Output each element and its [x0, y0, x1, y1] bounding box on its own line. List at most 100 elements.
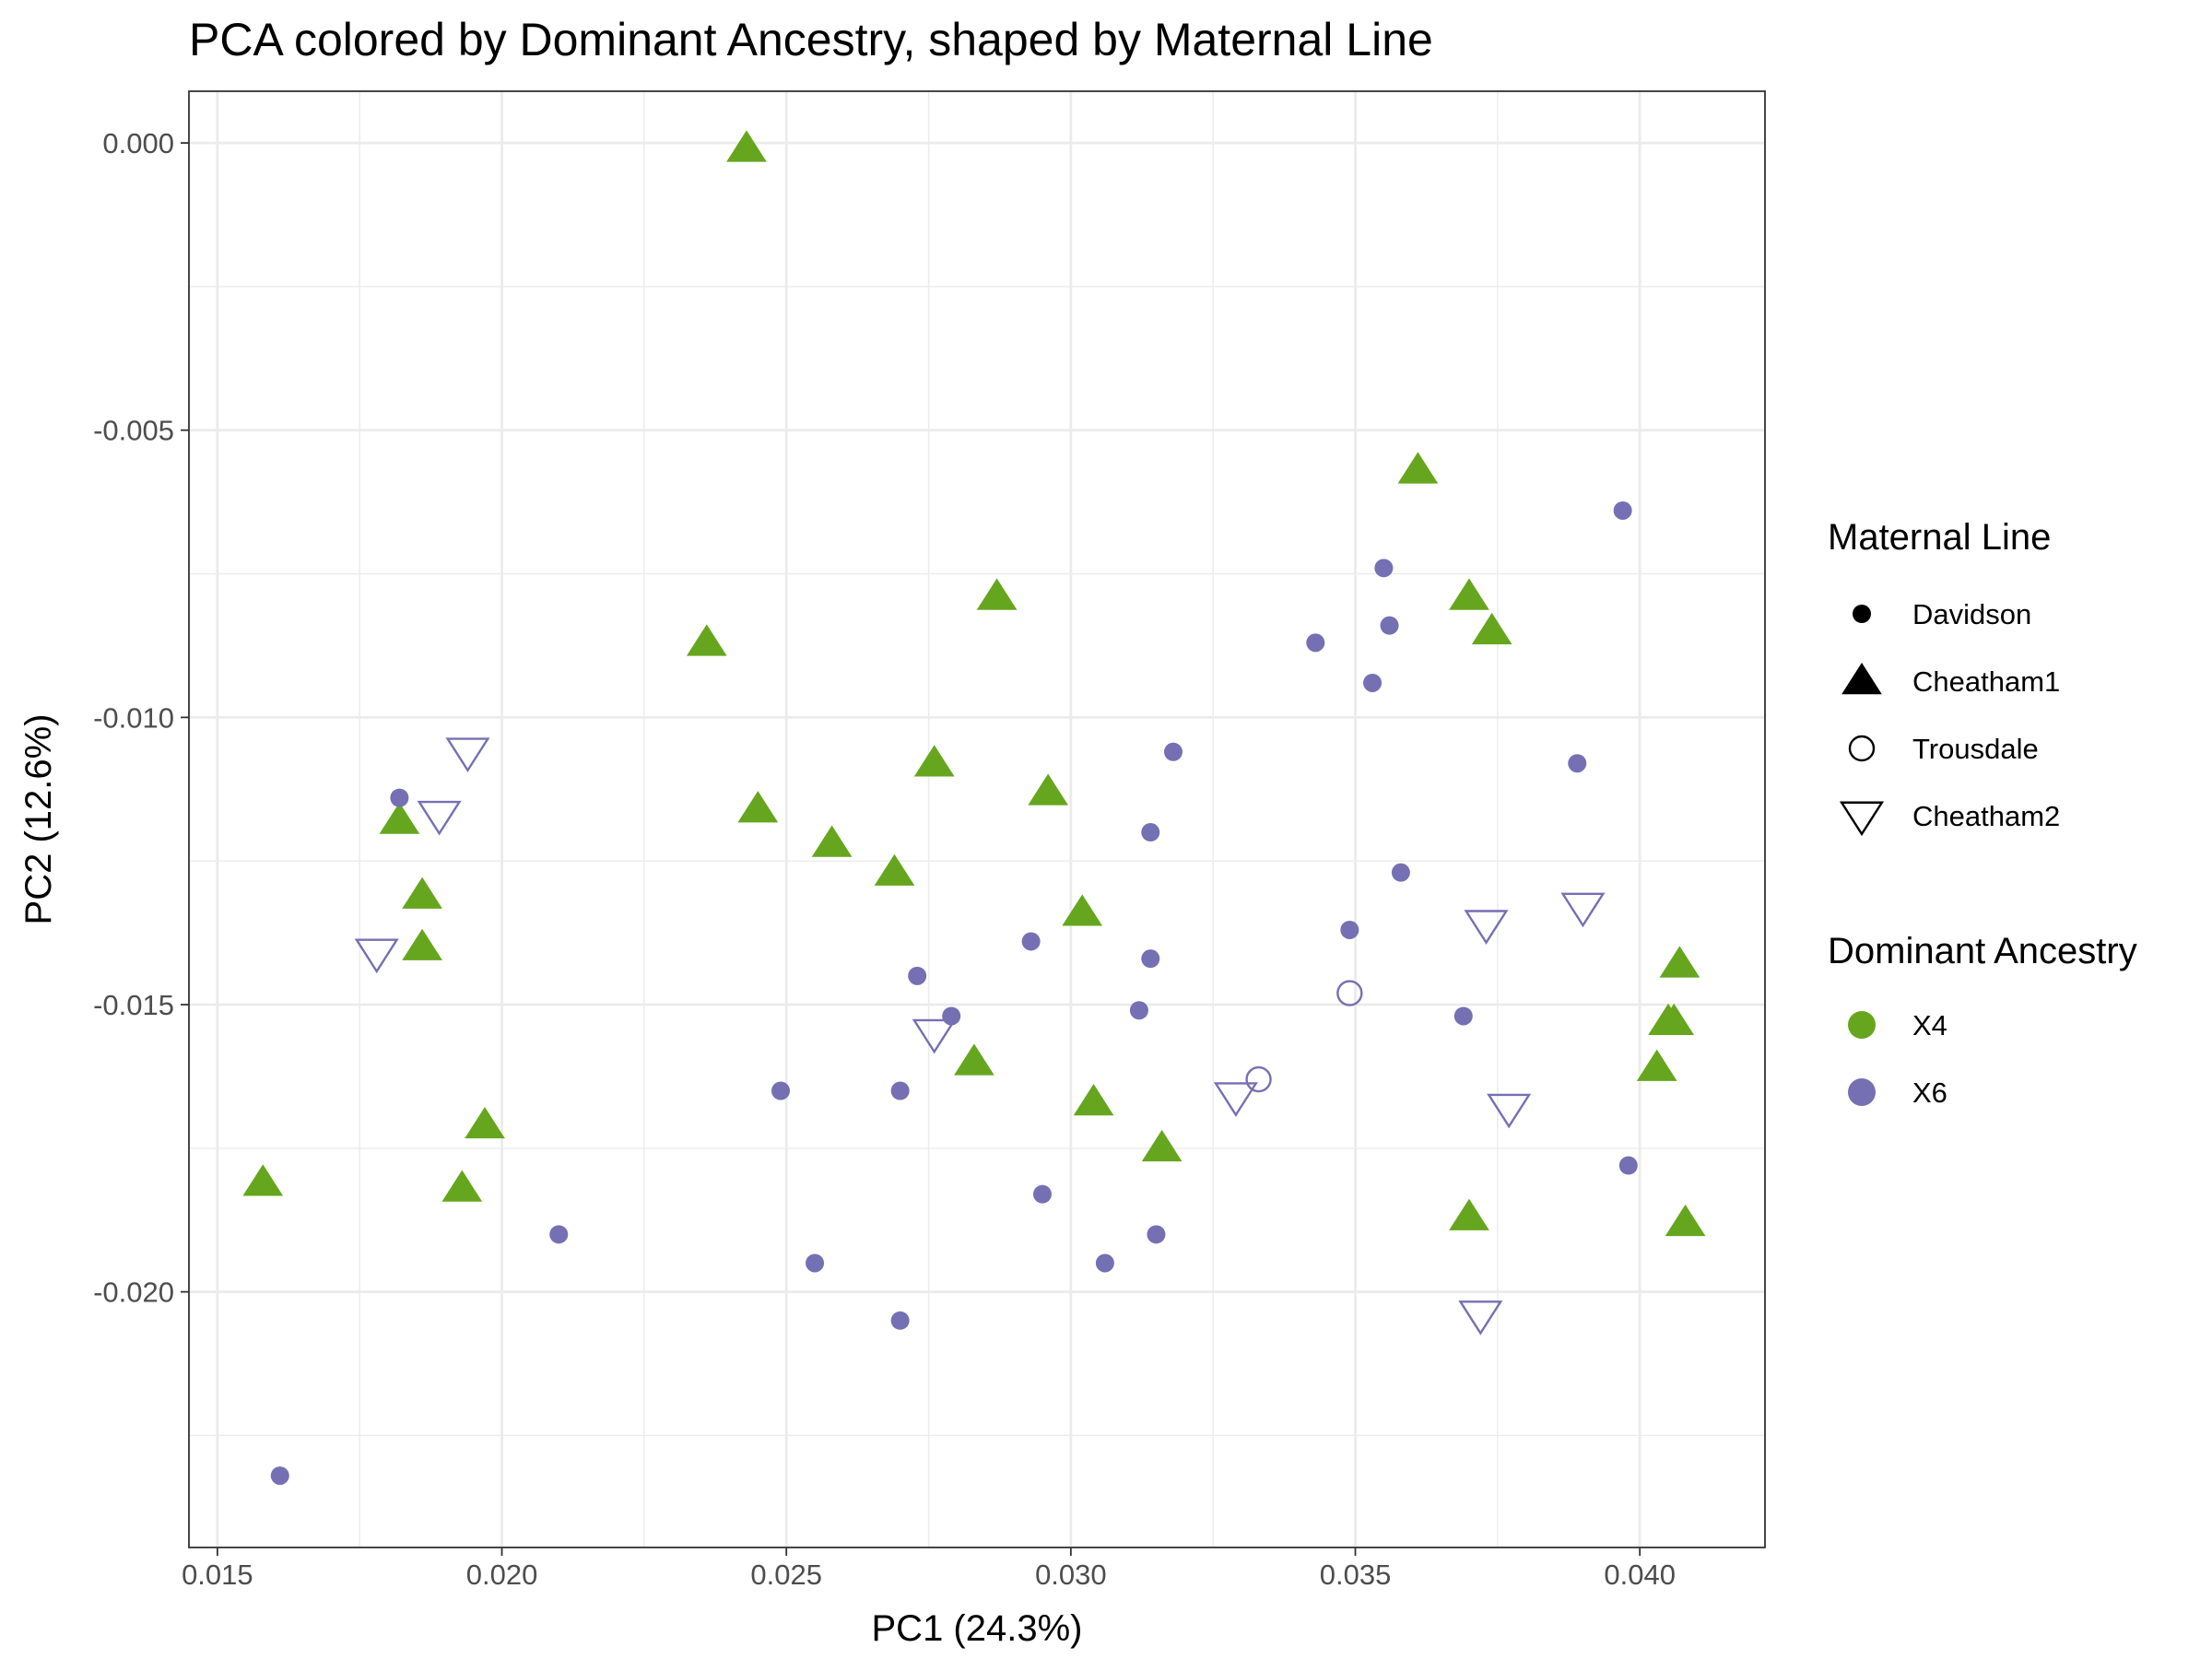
data-point-cheatham2 — [1458, 1300, 1503, 1335]
x-tick-label: 0.040 — [1604, 1559, 1676, 1591]
data-point-davidson — [1032, 1184, 1052, 1204]
data-point-cheatham1 — [1062, 894, 1103, 926]
y-tick-label: -0.020 — [93, 1277, 174, 1309]
data-point-trousdale — [1245, 1065, 1272, 1093]
x-tick-label: 0.030 — [1035, 1559, 1107, 1591]
data-point-davidson — [1129, 1001, 1148, 1020]
legend-key-cheatham1 — [1841, 663, 1882, 695]
legend-label-cheatham2: Cheatham2 — [1912, 800, 2060, 832]
data-point-cheatham2 — [912, 1018, 957, 1054]
data-point-davidson — [1340, 920, 1359, 939]
x-axis-label: PC1 (24.3%) — [872, 1608, 1083, 1649]
legend-label-davidson: Davidson — [1912, 598, 2031, 630]
data-point-cheatham1 — [811, 825, 853, 857]
chart-title: PCA colored by Dominant Ancestry, shaped… — [189, 14, 1433, 65]
data-point-davidson — [549, 1225, 569, 1244]
data-point-cheatham1 — [1471, 612, 1512, 645]
data-point-cheatham1 — [1636, 1049, 1677, 1081]
data-point-cheatham1 — [737, 791, 779, 823]
data-point-cheatham1 — [242, 1164, 284, 1196]
data-point-cheatham2 — [1464, 910, 1509, 945]
data-point-cheatham1 — [441, 1170, 483, 1202]
data-point-cheatham2 — [417, 800, 462, 836]
legend-dominant-ancestry: Dominant Ancestry X4 X6 — [1828, 931, 2137, 1109]
data-point-cheatham1 — [1397, 452, 1439, 484]
legend-key-cheatham2 — [1839, 801, 1885, 837]
axis-ticks: 0.015 0.020 0.025 0.030 0.035 0.040 0.000 -0.00… — [93, 127, 1676, 1591]
data-point-cheatham1 — [913, 745, 955, 777]
data-point-davidson — [890, 1081, 910, 1100]
data-point-davidson — [1095, 1253, 1114, 1273]
data-point-trousdale — [1336, 980, 1363, 1006]
data-point-davidson — [1374, 559, 1394, 578]
data-point-davidson — [1391, 863, 1410, 882]
data-point-davidson — [1568, 754, 1587, 773]
legend-label-x4: X4 — [1912, 1009, 1947, 1041]
x-tick-label: 0.015 — [182, 1559, 253, 1591]
data-point-cheatham1 — [976, 578, 1018, 610]
data-point-davidson — [1613, 500, 1632, 520]
data-point-davidson — [1141, 823, 1160, 842]
data-points — [242, 130, 1706, 1486]
data-point-cheatham1 — [465, 1106, 505, 1139]
data-point-cheatham2 — [354, 938, 399, 974]
y-tick-label: -0.015 — [93, 989, 174, 1021]
data-point-davidson — [390, 788, 409, 807]
data-point-cheatham1 — [1141, 1129, 1182, 1162]
data-point-davidson — [1453, 1006, 1473, 1026]
data-point-davidson — [1021, 932, 1041, 951]
legend-color-title: Dominant Ancestry — [1828, 931, 2137, 971]
data-point-davidson — [1306, 633, 1325, 653]
data-point-cheatham1 — [1073, 1084, 1114, 1116]
x-tick-label: 0.020 — [466, 1559, 538, 1591]
data-point-davidson — [1141, 949, 1160, 969]
legend-key-davidson — [1853, 605, 1871, 623]
data-point-cheatham2 — [445, 737, 490, 772]
data-point-davidson — [942, 1006, 961, 1026]
data-point-cheatham1 — [402, 877, 442, 909]
data-point-davidson — [1618, 1156, 1638, 1175]
y-tick-label: 0.000 — [102, 127, 174, 159]
data-point-cheatham1 — [1449, 578, 1489, 610]
data-point-cheatham2 — [1560, 892, 1606, 928]
data-point-cheatham1 — [1028, 773, 1069, 806]
data-point-davidson — [908, 966, 927, 985]
data-point-davidson — [890, 1311, 910, 1330]
legend-key-trousdale — [1848, 735, 1876, 762]
data-point-cheatham1 — [379, 802, 420, 834]
data-point-cheatham1 — [954, 1043, 994, 1076]
data-point-cheatham1 — [1659, 946, 1700, 978]
data-point-cheatham1 — [874, 853, 915, 886]
data-point-cheatham2 — [1487, 1093, 1532, 1129]
plot-panel-border — [188, 90, 1766, 1548]
data-point-davidson — [270, 1466, 289, 1486]
x-tick-label: 0.035 — [1320, 1559, 1392, 1591]
legend-label-x6: X6 — [1912, 1077, 1947, 1109]
data-point-cheatham1 — [1449, 1198, 1489, 1230]
data-point-davidson — [1163, 742, 1182, 761]
plot-background — [189, 91, 1765, 1547]
legend-label-trousdale: Trousdale — [1912, 733, 2039, 765]
y-axis-label: PC2 (12.6%) — [18, 714, 59, 925]
data-point-cheatham1 — [686, 624, 727, 656]
legend-key-x4 — [1848, 1011, 1876, 1039]
y-tick-label: -0.010 — [93, 701, 174, 734]
y-tick-label: -0.005 — [93, 415, 174, 447]
data-point-cheatham1 — [726, 130, 767, 162]
grid-lines — [189, 91, 1765, 1547]
data-point-davidson — [806, 1253, 825, 1273]
data-point-davidson — [1380, 616, 1399, 635]
legend-shape-title: Maternal Line — [1828, 517, 2051, 558]
data-point-cheatham1 — [402, 928, 442, 960]
legend-key-x6 — [1848, 1078, 1876, 1106]
data-point-cheatham1 — [1648, 1003, 1688, 1035]
legend-maternal-line: Maternal Line Davidson Cheatham1 Trousdale… — [1828, 517, 2060, 837]
data-point-davidson — [771, 1081, 791, 1100]
data-point-davidson — [1363, 673, 1382, 692]
data-point-cheatham2 — [1213, 1082, 1258, 1117]
x-tick-label: 0.025 — [750, 1559, 822, 1591]
legend-label-cheatham1: Cheatham1 — [1912, 665, 2060, 698]
data-point-davidson — [1147, 1225, 1166, 1244]
data-point-cheatham1 — [1665, 1204, 1706, 1237]
